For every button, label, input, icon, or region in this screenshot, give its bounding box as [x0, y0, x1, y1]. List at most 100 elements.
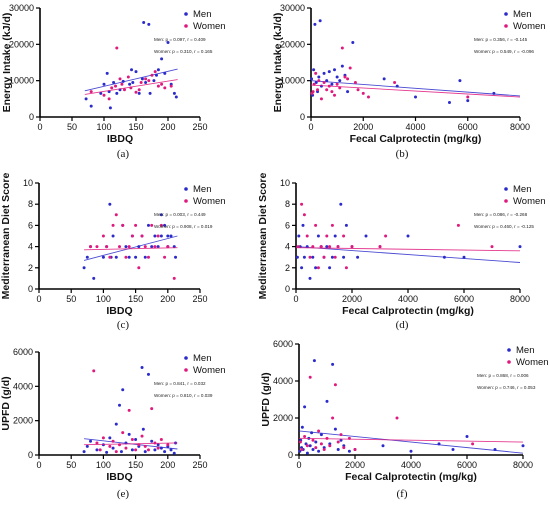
data-point-women: [298, 440, 302, 444]
stats-text: Men: p = 0.841, r = 0.032: [154, 381, 206, 386]
data-point-women: [366, 95, 370, 99]
data-point-men: [105, 450, 109, 454]
data-point-men: [344, 223, 348, 227]
trend-line-women: [310, 84, 521, 98]
x-tick-label: 50: [66, 460, 76, 470]
data-point-women: [166, 443, 170, 447]
data-point-women: [353, 447, 357, 451]
data-point-men: [84, 97, 88, 101]
x-tick-label: 4000: [401, 460, 421, 470]
data-point-women: [336, 440, 340, 444]
y-tick-label: 10000: [280, 76, 305, 86]
data-point-men: [159, 213, 163, 217]
panel-label: (e): [117, 488, 130, 500]
trend-line-men: [295, 246, 521, 263]
legend-marker-men: [507, 348, 511, 352]
data-point-women: [143, 245, 147, 249]
data-point-women: [346, 77, 350, 81]
data-point-women: [331, 416, 335, 420]
data-point-men: [131, 80, 135, 84]
x-tick-label: 250: [192, 294, 207, 304]
data-point-women: [127, 408, 131, 412]
data-point-men: [297, 234, 301, 238]
data-point-women: [300, 447, 304, 451]
data-point-women: [150, 73, 154, 77]
data-point-women: [325, 88, 329, 92]
data-point-women: [311, 438, 315, 442]
x-tick-label: 6000: [454, 294, 474, 304]
data-point-men: [327, 70, 331, 74]
y-tick-label: 8: [285, 199, 290, 209]
data-point-men: [328, 266, 332, 270]
data-point-men: [317, 75, 321, 79]
data-point-women: [159, 438, 163, 442]
data-point-women: [395, 416, 399, 420]
data-point-women: [319, 442, 323, 446]
data-point-men: [146, 372, 150, 376]
data-point-women: [330, 90, 334, 94]
data-point-women: [322, 447, 326, 451]
data-point-women: [338, 86, 342, 90]
data-point-men: [342, 255, 346, 259]
data-point-men: [333, 427, 337, 431]
data-point-men: [156, 68, 160, 72]
data-point-women: [89, 90, 93, 94]
data-point-men: [134, 255, 138, 259]
data-point-women: [317, 429, 321, 433]
data-point-men: [521, 444, 525, 448]
data-point-men: [172, 451, 176, 455]
legend-label-men: Men: [513, 9, 531, 20]
chart-panel-d: 0 2 4 6 8 10 0 2000 4000 6000 8000 Fecal Calprotect…: [257, 173, 546, 331]
data-point-women: [101, 234, 105, 238]
data-point-women: [471, 442, 475, 446]
data-point-men: [451, 447, 455, 451]
data-point-women: [108, 255, 112, 259]
data-point-women: [150, 223, 154, 227]
legend-label-women: Women: [513, 196, 546, 207]
chart-panel-f: 0 2000 4000 6000 0 2000 4000 6000 8000 Fecal Calp…: [260, 339, 549, 500]
data-point-women: [115, 46, 119, 50]
y-tick-label: 6: [285, 220, 290, 230]
data-point-men: [300, 266, 304, 270]
legend-label-women: Women: [516, 357, 549, 368]
data-point-men: [313, 22, 317, 26]
legend-label-women: Women: [513, 21, 546, 32]
x-tick-label: 50: [67, 122, 77, 132]
x-tick-label: 0: [36, 460, 41, 470]
data-point-women: [153, 70, 157, 74]
x-tick-label: 0: [308, 122, 313, 132]
data-point-men: [330, 82, 334, 86]
data-point-women: [137, 266, 141, 270]
legend-label-women: Women: [193, 196, 226, 207]
stats-text: Men: p = 0.868, r = 0.006: [477, 373, 529, 378]
data-point-women: [328, 444, 332, 448]
data-point-women: [353, 80, 357, 84]
y-tick-label: 20000: [9, 39, 34, 49]
stats-text: Women: p = 0.810, r = 0.039: [154, 393, 213, 398]
data-point-men: [331, 362, 335, 366]
y-axis-title: Energy Intake (kJ/d): [1, 13, 13, 113]
data-point-men: [314, 266, 318, 270]
data-point-women: [333, 255, 337, 259]
data-point-women: [124, 255, 128, 259]
data-point-women: [134, 90, 138, 94]
x-axis-title: Fecal Calprotectin (mg/kg): [345, 471, 477, 483]
data-point-women: [328, 245, 332, 249]
data-point-men: [169, 448, 173, 452]
data-point-men: [82, 450, 86, 454]
x-tick-label: 250: [192, 122, 207, 132]
x-tick-label: 4000: [398, 294, 418, 304]
x-tick-label: 0: [296, 460, 301, 470]
y-tick-label: 0: [288, 450, 293, 460]
data-point-women: [143, 444, 147, 448]
data-point-men: [322, 71, 326, 75]
x-axis-title: Fecal Calprotectin (mg/kg): [342, 305, 474, 317]
x-tick-label: 200: [160, 294, 175, 304]
x-tick-label: 4000: [405, 122, 425, 132]
data-point-women: [134, 223, 138, 227]
data-point-men: [302, 255, 306, 259]
data-point-women: [130, 234, 134, 238]
data-point-men: [150, 439, 154, 443]
stats-text: Men: p = 0.097, r = 0.409: [154, 37, 206, 42]
